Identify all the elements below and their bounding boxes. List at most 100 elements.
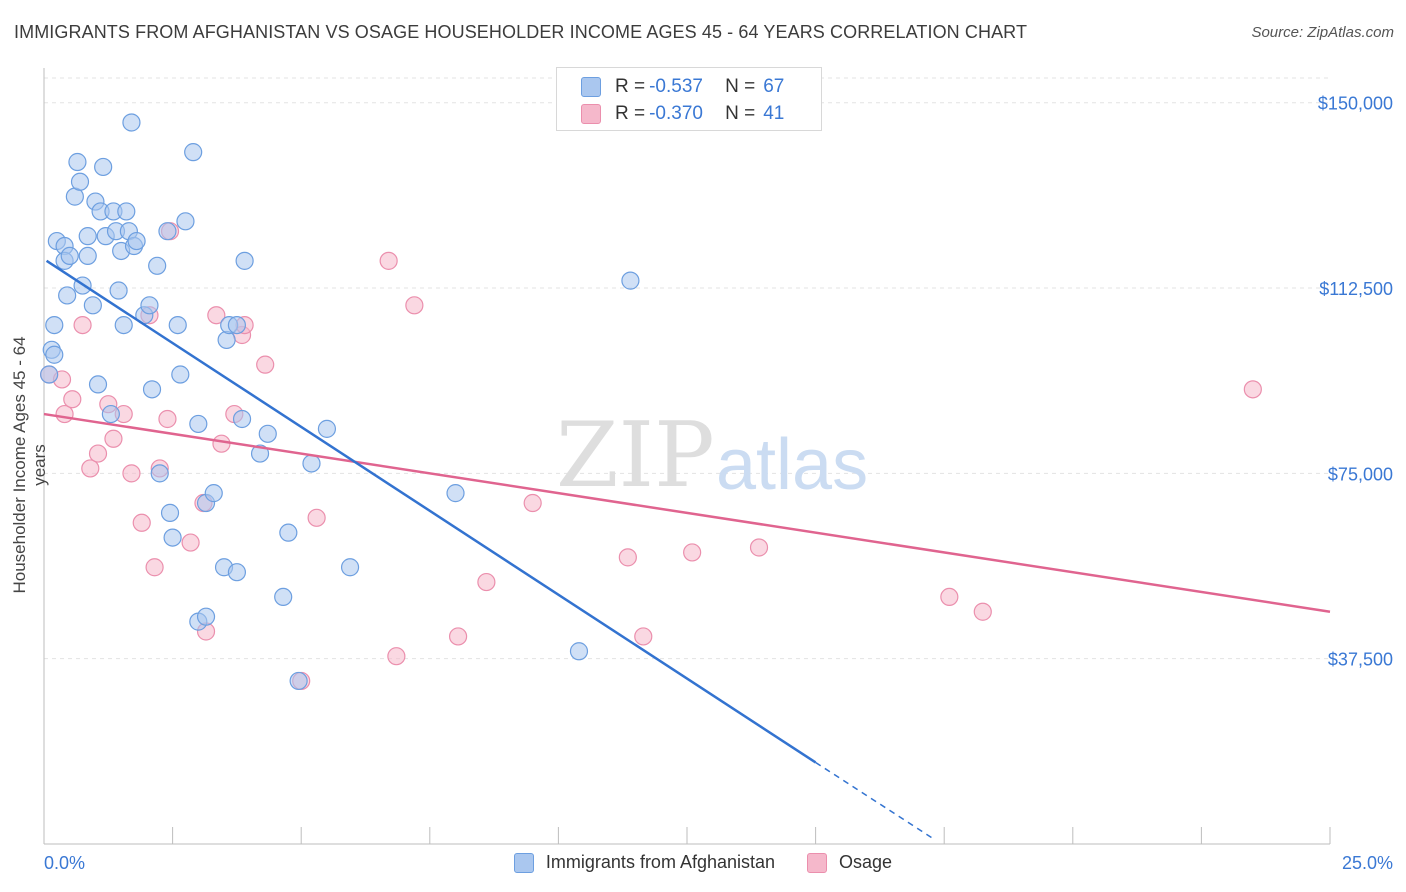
afghanistan-point (168, 315, 187, 335)
osage-point (132, 513, 151, 532)
r-label: R = (615, 103, 646, 124)
afghanistan-points (40, 113, 640, 691)
legend-label: Immigrants from Afghanistan (545, 852, 776, 872)
pink-swatch (581, 104, 601, 124)
osage-point (104, 429, 123, 448)
r-label: R = (615, 76, 646, 97)
osage-point (158, 409, 177, 429)
trend-lines (43, 259, 1331, 840)
afghanistan-point (274, 587, 293, 607)
osage-point (973, 602, 992, 621)
r-value: -0.537 (649, 76, 703, 97)
osage-point (81, 459, 100, 478)
stats-row-afghanistan: R = -0.537 N = 67 (581, 74, 784, 100)
watermark-atlas: atlas (716, 425, 868, 505)
osage-point (73, 315, 92, 335)
osage-point (181, 533, 200, 552)
afghanistan-point (127, 231, 146, 251)
y-tick-label: $112,500 (1319, 279, 1393, 299)
afghanistan-point (184, 143, 203, 162)
source-label: Source: ZipAtlas.com (1251, 24, 1394, 41)
blue-swatch (581, 77, 601, 97)
afghanistan-point (109, 281, 128, 300)
n-value: 41 (763, 103, 785, 124)
afghanistan-point (70, 172, 90, 191)
afghanistan-point (250, 444, 270, 463)
afghanistan-trend-extension (815, 761, 935, 840)
afghanistan-point (122, 113, 141, 132)
afghanistan-point (68, 152, 87, 172)
afghanistan-point (58, 286, 77, 305)
afghanistan-point (83, 296, 102, 315)
afghanistan-point (158, 222, 177, 241)
legend-label: Osage (839, 852, 893, 872)
stats-legend: R = -0.537 N = 67 R = -0.370 N = 41 (556, 67, 822, 131)
stats-row-osage: R = -0.370 N = 41 (581, 101, 784, 127)
afghanistan-point (117, 202, 136, 221)
afghanistan-point (446, 484, 465, 503)
osage-point (618, 548, 637, 567)
afghanistan-point (94, 157, 113, 177)
y-tick-labels: $37,500 $75,000 $112,500 $150,000 (1318, 94, 1393, 670)
blue-swatch (513, 852, 534, 873)
afghanistan-point (163, 528, 182, 547)
afghanistan-point (204, 484, 223, 503)
legend-item-osage[interactable]: Osage (807, 852, 892, 873)
afghanistan-point (142, 380, 162, 399)
afghanistan-point (88, 375, 108, 394)
osage-point (207, 306, 226, 325)
afghanistan-point (196, 607, 216, 626)
n-value: 67 (763, 76, 785, 97)
afghanistan-point (258, 424, 277, 443)
y-axis-label: Householder Income Ages 45 - 64 years (10, 336, 49, 594)
afghanistan-point (171, 365, 190, 384)
osage-point (145, 558, 164, 577)
afghanistan-point (60, 246, 79, 266)
afghanistan-point (40, 365, 59, 384)
series-legend: Immigrants from Afghanistan Osage (0, 852, 1406, 873)
afghanistan-point (340, 558, 360, 577)
afghanistan-point (45, 345, 64, 364)
legend-item-afghanistan[interactable]: Immigrants from Afghanistan (513, 852, 776, 873)
osage-point (307, 508, 326, 527)
x-tick-label-max: 25.0% (1342, 853, 1393, 873)
afghanistan-point (569, 642, 589, 661)
osage-point (379, 251, 398, 270)
watermark: ZIP atlas (556, 403, 868, 508)
osage-point (523, 493, 542, 513)
y-tick-label: $75,000 (1328, 464, 1393, 484)
osage-point (63, 390, 82, 409)
osage-point (749, 538, 769, 557)
afghanistan-point (621, 271, 640, 290)
osage-point (405, 296, 424, 315)
afghanistan-point (302, 454, 321, 473)
axes (43, 68, 1331, 845)
osage-point (1243, 380, 1262, 399)
afghanistan-point (232, 409, 252, 429)
chart-title: IMMIGRANTS FROM AFGHANISTAN VS OSAGE HOU… (14, 22, 1028, 42)
afghanistan-point (279, 523, 298, 542)
afghanistan-point (227, 315, 246, 335)
osage-point (122, 464, 141, 483)
osage-point (634, 627, 653, 646)
afghanistan-point (78, 227, 97, 246)
afghanistan-point (78, 246, 97, 266)
afghanistan-point (140, 296, 159, 315)
osage-point (448, 627, 468, 646)
afghanistan-point (101, 404, 120, 424)
afghanistan-point (235, 251, 254, 270)
afghanistan-point (289, 671, 308, 691)
afghanistan-point (189, 414, 208, 434)
afghanistan-point (114, 315, 133, 335)
osage-trend-line (43, 412, 1331, 613)
pink-swatch (807, 852, 828, 873)
afghanistan-point (176, 212, 195, 231)
osage-point (387, 647, 406, 666)
n-label: N = (725, 103, 756, 124)
afghanistan-point (227, 563, 246, 582)
osage-point (940, 587, 959, 607)
y-tick-label: $37,500 (1328, 650, 1393, 670)
r-value: -0.370 (649, 103, 703, 124)
osage-point (88, 444, 108, 463)
